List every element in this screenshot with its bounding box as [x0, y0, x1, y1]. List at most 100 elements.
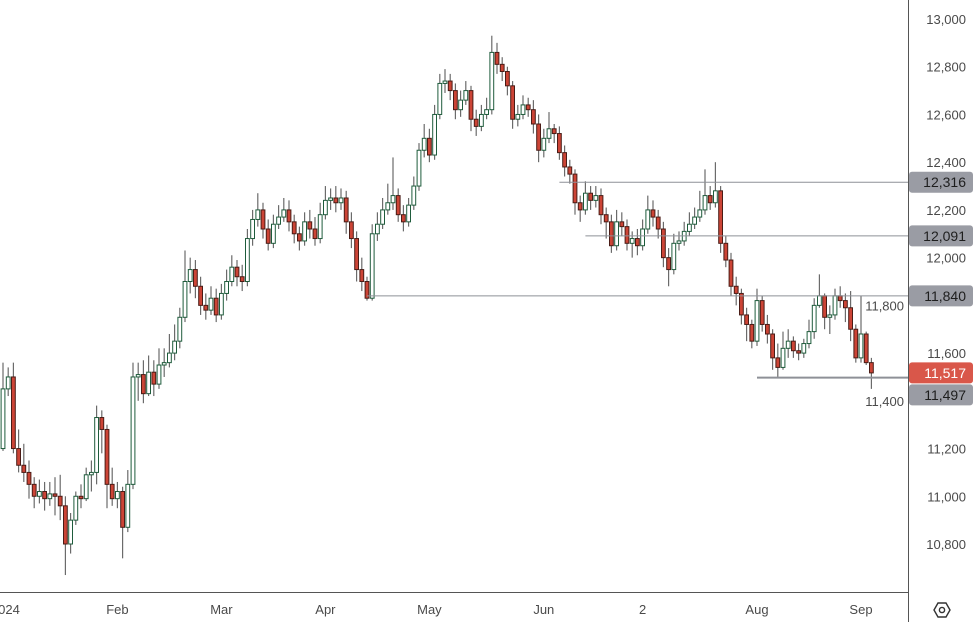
candle-body: [328, 197, 334, 201]
candle-body: [499, 63, 505, 73]
candle-body: [577, 202, 583, 211]
candle-up: [713, 162, 718, 208]
candle-body: [640, 228, 646, 247]
candle-down: [525, 97, 531, 117]
candle-body: [323, 199, 328, 216]
candle-body: [869, 362, 874, 374]
candle-up: [416, 143, 422, 191]
settings-button[interactable]: [933, 602, 951, 618]
candle-body: [453, 90, 458, 111]
candle-up: [5, 367, 11, 397]
time-tick-label: Aug: [745, 602, 768, 617]
candle-up: [390, 157, 396, 210]
candle-body: [635, 238, 640, 247]
candle-body: [359, 269, 365, 283]
candle-body: [265, 228, 271, 244]
price-tick-label: 11,400: [865, 394, 904, 409]
candle-body: [546, 128, 552, 139]
candle-up: [583, 181, 588, 215]
candle-down: [120, 486, 125, 559]
candle-down: [572, 169, 578, 215]
candle-body: [125, 483, 131, 528]
candle-body: [609, 221, 614, 247]
candle-body: [104, 428, 110, 485]
candle-body: [208, 297, 214, 311]
price-labels-layer: 12,316 12,091 11,840 11,517 11,497: [909, 171, 973, 406]
level-label-text: 12,091: [923, 228, 966, 244]
candle-up: [156, 348, 162, 389]
candle-body: [219, 292, 224, 316]
candle-up: [375, 212, 380, 241]
candle-body: [343, 197, 349, 223]
candle-up: [167, 334, 172, 368]
candle-body: [213, 297, 219, 316]
candle-up: [73, 491, 79, 525]
candle-up: [338, 188, 344, 210]
candle-body: [338, 197, 344, 204]
candle-body: [655, 216, 661, 230]
candle-up: [780, 331, 786, 370]
candle-body: [78, 495, 84, 500]
candle-body: [380, 209, 386, 225]
candle-body: [619, 221, 625, 228]
candle-body: [811, 304, 817, 333]
candle-body: [848, 307, 854, 330]
candle-down: [661, 221, 666, 268]
candle-up: [187, 257, 193, 294]
candle-body: [187, 269, 193, 283]
candle-body: [479, 113, 484, 127]
candle-body: [224, 281, 229, 294]
candle-up: [271, 214, 276, 249]
candle-body: [702, 195, 708, 211]
candle-up: [697, 190, 703, 222]
candle-body: [666, 257, 672, 271]
candle-down: [505, 66, 510, 96]
candle-body: [780, 347, 786, 368]
candle-body: [260, 209, 266, 230]
candles-layer: [0, 35, 874, 576]
price-tick-label: 11,200: [927, 442, 966, 457]
candle-down: [297, 226, 302, 251]
candle-body: [135, 374, 141, 378]
candle-body: [557, 133, 562, 154]
candle-up: [681, 221, 687, 246]
candle-body: [421, 137, 427, 151]
candle-body: [297, 233, 302, 242]
candle-up: [832, 288, 838, 320]
candle-body: [193, 269, 198, 287]
candle-down: [109, 467, 115, 506]
level-label-text: 11,497: [924, 387, 966, 403]
candle-body: [167, 352, 172, 364]
price-axis[interactable]: 10,800 11,000 11,200 11,400 11,600 11,800 12,0…: [865, 12, 966, 552]
candle-up: [479, 104, 484, 132]
candle-body: [624, 226, 630, 244]
candle-up: [858, 295, 864, 363]
candle-down: [759, 295, 765, 332]
candle-down: [307, 209, 313, 239]
candle-body: [395, 195, 401, 216]
candle-body: [837, 295, 843, 302]
candle-body: [239, 276, 245, 283]
levels-layer: [367, 181, 908, 379]
candle-up: [827, 305, 833, 335]
candle-body: [801, 343, 807, 354]
candle-up: [317, 202, 323, 244]
candle-body: [676, 240, 682, 244]
candle-up: [172, 324, 177, 361]
candle-body: [406, 204, 412, 223]
candle-down: [42, 481, 48, 511]
candle-down: [822, 293, 828, 330]
time-axis[interactable]: 2024 Feb Mar Apr May Jun 2 Aug Sep: [0, 602, 873, 617]
candle-down: [104, 424, 110, 509]
level-label-badge: [909, 285, 973, 307]
candle-up: [702, 169, 708, 215]
last-price-badge: [909, 362, 973, 384]
candle-up: [806, 319, 812, 349]
candle-down: [16, 429, 22, 473]
candle-down: [57, 474, 63, 521]
candle-up: [115, 481, 120, 509]
candle-body: [843, 300, 848, 309]
price-tick-label: 11,600: [927, 346, 966, 361]
candle-body: [827, 314, 833, 318]
